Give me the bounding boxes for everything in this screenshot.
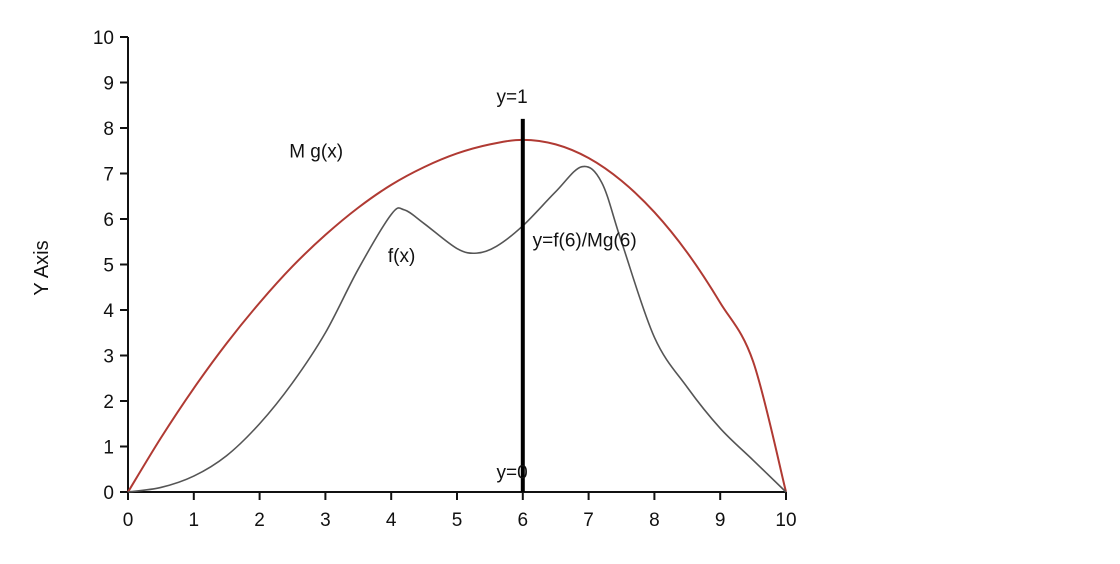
y-tick-label: 3 <box>103 347 114 368</box>
y-tick-label: 1 <box>103 438 114 459</box>
x-tick-label: 1 <box>189 510 200 531</box>
y-tick-label: 8 <box>103 119 114 140</box>
annotation-label: y=0 <box>496 462 527 483</box>
x-tick-label: 3 <box>320 510 331 531</box>
x-tick-label: 0 <box>123 510 134 531</box>
x-tick-label: 7 <box>583 510 594 531</box>
annotation-label: y=1 <box>496 87 527 108</box>
x-tick-label: 6 <box>518 510 529 531</box>
density-curve-line <box>127 165 787 493</box>
y-tick-label: 4 <box>103 301 114 322</box>
x-tick-label: 5 <box>452 510 463 531</box>
x-tick-label: 4 <box>386 510 397 531</box>
y-tick-label: 7 <box>103 165 114 186</box>
envelope-curve-line <box>127 138 787 493</box>
annotation-label: y=f(6)/Mg(6) <box>533 230 637 251</box>
annotation-layer: M g(x) f(x) y=1 y=f(6)/Mg(6) y=0 <box>289 87 636 483</box>
x-tick-label: 8 <box>649 510 660 531</box>
y-tick-label: 0 <box>103 483 114 504</box>
x-tick-label: 2 <box>254 510 265 531</box>
ticks: 0 1 2 3 4 5 6 7 8 9 10 0 1 2 3 4 5 6 7 8 9 10 <box>93 28 797 531</box>
x-tick-label: 9 <box>715 510 726 531</box>
annotation-label: M g(x) <box>289 142 343 163</box>
y-tick-label: 6 <box>103 210 114 231</box>
y-tick-label: 5 <box>103 256 114 277</box>
axes <box>127 37 786 493</box>
y-axis-title: Y Axis <box>31 240 53 295</box>
y-tick-label: 9 <box>103 74 114 95</box>
series-layer <box>127 138 787 493</box>
y-tick-label: 10 <box>93 28 114 49</box>
y-tick-label: 2 <box>103 392 114 413</box>
annotation-label: f(x) <box>388 246 415 267</box>
x-tick-label: 10 <box>775 510 796 531</box>
